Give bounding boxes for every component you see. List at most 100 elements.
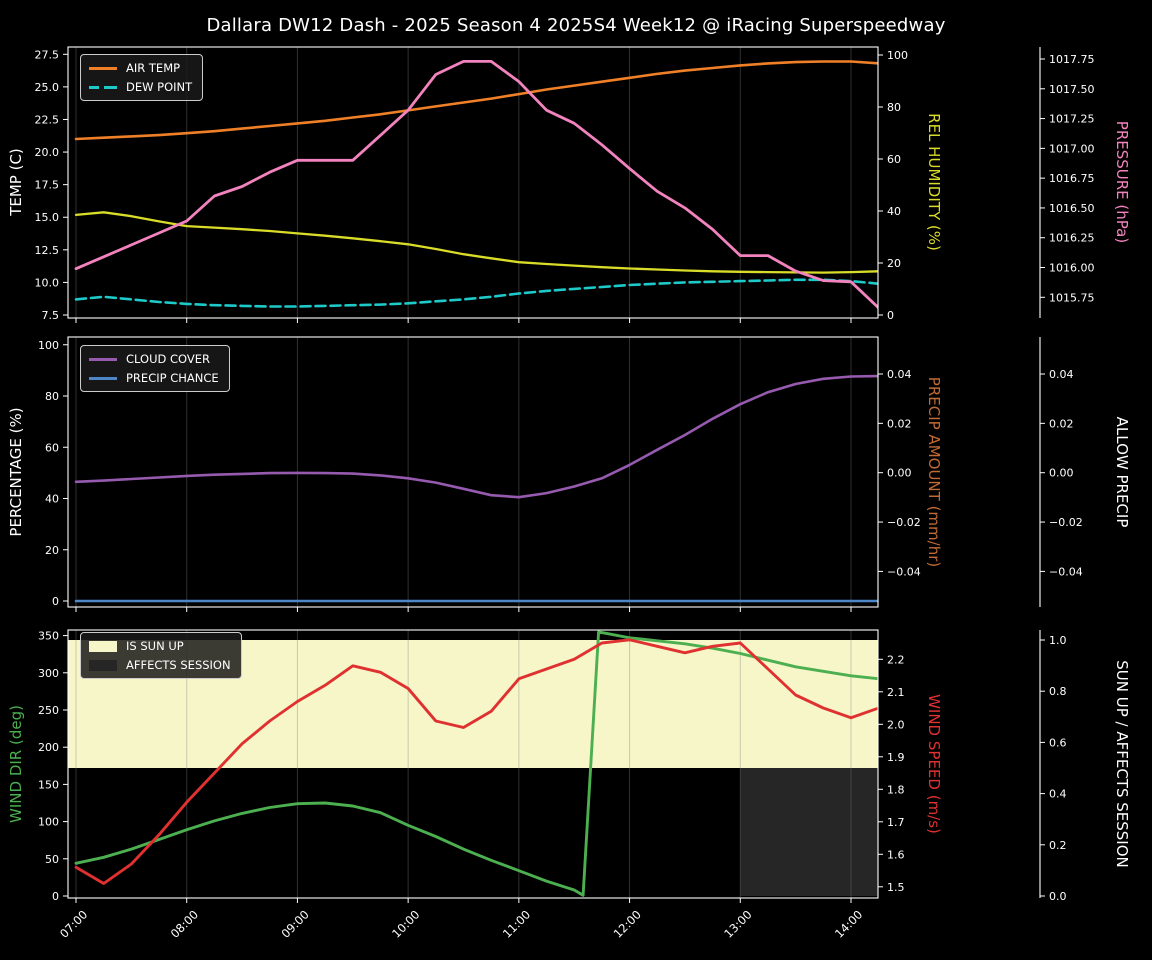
svg-text:300: 300: [38, 667, 59, 680]
series-cloud-cover: [74, 374, 878, 499]
svg-text:2.1: 2.1: [887, 686, 905, 699]
svg-text:1.0: 1.0: [1049, 634, 1067, 647]
legend-temperature: AIR TEMP DEW POINT: [80, 54, 204, 101]
legend-swatch-patch: [89, 659, 117, 671]
svg-text:−0.02: −0.02: [887, 516, 921, 529]
band-affects-session: [740, 768, 879, 896]
x-tick-label: 14:00: [832, 907, 865, 940]
x-tick-label: 13:00: [721, 907, 754, 940]
svg-text:1017.00: 1017.00: [1049, 142, 1095, 155]
svg-text:0.02: 0.02: [887, 417, 912, 430]
svg-text:100: 100: [38, 339, 59, 352]
svg-text:1.5: 1.5: [887, 881, 905, 894]
svg-text:20: 20: [887, 257, 901, 270]
svg-text:0.02: 0.02: [1049, 417, 1074, 430]
series-pressure: [74, 60, 878, 310]
svg-text:200: 200: [38, 741, 59, 754]
y-axis-label-precip-amount: PRECIP AMOUNT (mm/hr): [925, 376, 943, 568]
svg-text:1016.75: 1016.75: [1049, 172, 1095, 185]
y-axis-label-temp: TEMP (C): [7, 148, 25, 216]
svg-text:60: 60: [45, 441, 59, 454]
legend-label: PRECIP CHANCE: [126, 371, 219, 385]
y-axis-label-wind-dir: WIND DIR (deg): [7, 705, 25, 823]
svg-text:2.2: 2.2: [887, 653, 905, 666]
svg-text:60: 60: [887, 153, 901, 166]
svg-text:1017.75: 1017.75: [1049, 53, 1095, 66]
svg-text:0.00: 0.00: [887, 467, 912, 480]
legend-entry: CLOUD COVER: [89, 352, 219, 366]
svg-text:1016.00: 1016.00: [1049, 262, 1095, 275]
series-rel-humidity: [74, 211, 878, 274]
x-tick-label: 08:00: [168, 907, 201, 940]
svg-text:1017.25: 1017.25: [1049, 113, 1095, 126]
svg-text:1.6: 1.6: [887, 848, 905, 861]
svg-text:100: 100: [887, 49, 908, 62]
svg-text:150: 150: [38, 778, 59, 791]
legend-swatch-line: [89, 66, 117, 70]
svg-text:0: 0: [887, 309, 894, 322]
svg-text:40: 40: [45, 493, 59, 506]
svg-text:0.00: 0.00: [1049, 467, 1074, 480]
svg-text:0.04: 0.04: [887, 368, 912, 381]
svg-text:22.5: 22.5: [35, 113, 60, 126]
y-axis-label-wind-speed: WIND SPEED (m/s): [925, 694, 943, 834]
legend-swatch-patch: [89, 640, 117, 652]
legend-swatch-line: [89, 357, 117, 361]
svg-text:0: 0: [52, 595, 59, 608]
svg-text:0.6: 0.6: [1049, 736, 1067, 749]
y-axis-label-rel-humidity: REL HUMIDITY (%): [925, 113, 943, 251]
x-tick-label: 09:00: [278, 907, 311, 940]
svg-text:1.7: 1.7: [887, 816, 905, 829]
legend-entry: DEW POINT: [89, 80, 192, 94]
svg-text:7.5: 7.5: [42, 309, 60, 322]
svg-text:−0.04: −0.04: [1049, 565, 1083, 578]
legend-label: IS SUN UP: [126, 639, 184, 653]
svg-text:50: 50: [45, 853, 59, 866]
svg-text:0.04: 0.04: [1049, 368, 1074, 381]
x-tick-label: 10:00: [389, 907, 422, 940]
svg-text:27.5: 27.5: [35, 48, 60, 61]
svg-text:80: 80: [887, 101, 901, 114]
y-axis-label-allow-precip: ALLOW PRECIP: [1113, 416, 1131, 528]
svg-text:2.0: 2.0: [887, 718, 905, 731]
svg-text:80: 80: [45, 390, 59, 403]
panel-temperature-humidity-pressure: 7.5 10.0 12.5 15.0 17.5 20.0 22.5 25.0 27.5 0 20 40…: [35, 46, 1095, 323]
svg-text:0: 0: [52, 890, 59, 903]
svg-text:25.0: 25.0: [35, 81, 60, 94]
legend-entry: AFFECTS SESSION: [89, 658, 231, 672]
svg-text:100: 100: [38, 816, 59, 829]
y-axis-label-percentage: PERCENTAGE (%): [7, 407, 25, 537]
y-axis-label-pressure: PRESSURE (hPa): [1113, 120, 1131, 244]
legend-entry: PRECIP CHANCE: [89, 371, 219, 385]
svg-text:350: 350: [38, 630, 59, 643]
legend-wind-sun: IS SUN UP AFFECTS SESSION: [80, 632, 242, 679]
series-dew-point: [74, 278, 878, 308]
x-tick-label: 12:00: [611, 907, 644, 940]
svg-text:1016.25: 1016.25: [1049, 232, 1095, 245]
svg-text:250: 250: [38, 704, 59, 717]
svg-text:1017.50: 1017.50: [1049, 83, 1095, 96]
legend-cloud-precip: CLOUD COVER PRECIP CHANCE: [80, 345, 230, 392]
svg-text:20.0: 20.0: [35, 146, 60, 159]
svg-text:0.4: 0.4: [1049, 788, 1067, 801]
svg-text:40: 40: [887, 205, 901, 218]
legend-entry: IS SUN UP: [89, 639, 231, 653]
legend-label: CLOUD COVER: [126, 352, 211, 366]
svg-text:1.9: 1.9: [887, 751, 905, 764]
legend-label: DEW POINT: [126, 80, 193, 94]
svg-text:15.0: 15.0: [35, 211, 60, 224]
svg-text:0.2: 0.2: [1049, 839, 1067, 852]
series-wind-speed: [74, 638, 878, 885]
y-axis-label-sun-up: SUN UP / AFFECTS SESSION: [1113, 660, 1131, 868]
svg-text:1015.75: 1015.75: [1049, 291, 1095, 304]
x-tick-label: 07:00: [57, 907, 90, 940]
svg-text:0.8: 0.8: [1049, 685, 1067, 698]
svg-text:0.0: 0.0: [1049, 890, 1067, 903]
legend-swatch-dash: [89, 85, 117, 89]
legend-label: AIR TEMP: [126, 61, 181, 75]
svg-text:1016.50: 1016.50: [1049, 202, 1095, 215]
series-air-temp: [74, 60, 878, 141]
svg-text:10.0: 10.0: [35, 276, 60, 289]
x-tick-label: 11:00: [500, 907, 533, 940]
